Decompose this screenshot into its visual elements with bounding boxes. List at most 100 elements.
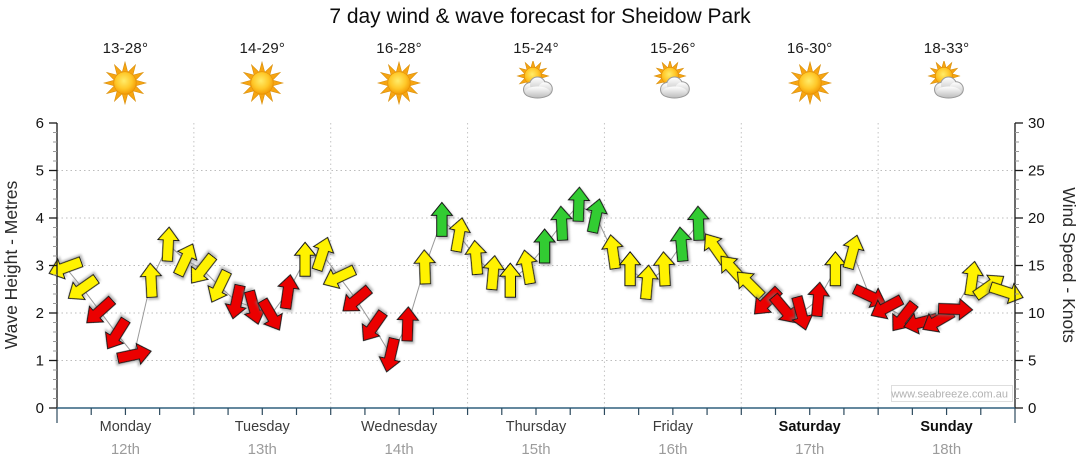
wind-arrow bbox=[190, 252, 218, 284]
wind-arrow bbox=[322, 264, 358, 290]
temp-range-label: 16-28° bbox=[376, 40, 422, 57]
wind-arrow bbox=[961, 260, 985, 297]
wind-arrow bbox=[652, 251, 676, 287]
temp-range-label: 16-30° bbox=[786, 40, 833, 57]
wind-arrow bbox=[396, 306, 420, 342]
day-forecast: 15-24° bbox=[490, 40, 582, 110]
wind-arrow bbox=[67, 273, 100, 301]
day-name-label: Thursday bbox=[506, 419, 567, 435]
day-forecast: 13-28° bbox=[79, 40, 171, 110]
day-date-label: 12th bbox=[111, 441, 140, 458]
day-name-label: Friday bbox=[653, 419, 694, 435]
wind-arrow bbox=[736, 271, 766, 301]
svg-text:1: 1 bbox=[36, 353, 44, 370]
wind-arrow bbox=[549, 205, 574, 241]
wind-arrow bbox=[139, 262, 163, 298]
day-date-label: 15th bbox=[521, 441, 550, 458]
x-axis-day-labels: Monday 12th Tuesday 13th Wednesday 14th Thursd… bbox=[100, 419, 973, 458]
left-axis-title: Wave Height - Metres bbox=[1, 180, 21, 349]
temp-range-label: 15-26° bbox=[650, 40, 696, 57]
svg-text:3: 3 bbox=[36, 258, 44, 275]
day-date-label: 13th bbox=[248, 441, 277, 458]
chart-generated-content: 0 1 2 3 4 5 6 0 5 10 15 20 25 30 Monday 12th Tuesday 13th… bbox=[36, 115, 1045, 458]
day-name-label: Wednesday bbox=[361, 419, 438, 435]
wind-arrow bbox=[567, 186, 591, 222]
wind-arrow bbox=[116, 342, 152, 366]
wind-arrows bbox=[48, 186, 1024, 373]
temp-range-label: 15-24° bbox=[513, 40, 559, 57]
wind-arrow bbox=[413, 249, 437, 285]
day-forecast: 18-33° bbox=[901, 40, 993, 110]
wind-arrow bbox=[156, 226, 180, 262]
svg-text:0: 0 bbox=[1028, 400, 1036, 417]
wind-arrow bbox=[515, 249, 539, 286]
partly-cloudy-icon bbox=[653, 59, 690, 99]
wind-arrow bbox=[104, 316, 131, 350]
svg-text:2: 2 bbox=[36, 305, 44, 322]
wind-arrow bbox=[807, 281, 831, 318]
wind-arrow bbox=[361, 309, 388, 342]
svg-text:10: 10 bbox=[1028, 305, 1045, 322]
wind-arrow bbox=[842, 234, 865, 271]
temp-range-label: 18-33° bbox=[923, 40, 970, 57]
partly-cloudy-icon bbox=[927, 59, 964, 99]
wind-arrow bbox=[870, 294, 905, 320]
partly-cloudy-icon bbox=[516, 59, 553, 99]
wind-arrow bbox=[311, 236, 335, 273]
svg-text:4: 4 bbox=[36, 210, 44, 227]
day-name-label: Tuesday bbox=[235, 419, 291, 435]
wind-arrow bbox=[48, 256, 84, 280]
wind-arrow bbox=[618, 251, 642, 287]
sunny-icon bbox=[787, 60, 832, 106]
right-axis-title: Wind Speed - Knots bbox=[1059, 187, 1079, 343]
wind-arrow bbox=[448, 217, 472, 253]
day-forecast: 16-28° bbox=[353, 40, 445, 110]
sunny-icon bbox=[103, 60, 148, 106]
wind-arrow bbox=[937, 297, 974, 321]
day-forecast: 16-30° bbox=[764, 40, 856, 110]
sunny-icon bbox=[376, 60, 422, 106]
svg-text:30: 30 bbox=[1028, 115, 1045, 132]
svg-text:0: 0 bbox=[36, 400, 44, 417]
day-name-label: Saturday bbox=[779, 419, 841, 435]
wind-arrow bbox=[636, 264, 660, 301]
wind-arrow bbox=[277, 273, 300, 310]
day-forecast: 14-29° bbox=[216, 40, 308, 110]
wind-arrow bbox=[482, 254, 506, 291]
wind-arrow bbox=[293, 241, 317, 277]
day-name-label: Sunday bbox=[920, 419, 972, 435]
wind-arrow bbox=[378, 336, 401, 373]
wind-arrow bbox=[753, 285, 783, 315]
wind-arrow bbox=[686, 205, 710, 241]
wind-arrow bbox=[430, 201, 454, 237]
wind-arrow bbox=[669, 226, 693, 263]
watermark: www.seabreeze.com.au bbox=[890, 389, 1008, 401]
wind-arrow bbox=[533, 228, 557, 264]
svg-text:5: 5 bbox=[36, 163, 44, 180]
wind-arrow bbox=[257, 297, 283, 331]
wind-arrow bbox=[464, 239, 488, 276]
wind-arrow bbox=[172, 243, 198, 278]
axes: 0 1 2 3 4 5 6 0 5 10 15 20 25 30 bbox=[36, 115, 1045, 423]
wind-arrow bbox=[86, 295, 117, 324]
day-date-label: 14th bbox=[385, 441, 414, 458]
wind-arrow bbox=[342, 284, 374, 312]
day-date-label: 16th bbox=[658, 441, 687, 458]
wind-arrow bbox=[498, 262, 522, 298]
day-date-label: 18th bbox=[932, 441, 961, 458]
wind-arrow bbox=[224, 283, 248, 320]
svg-text:15: 15 bbox=[1028, 258, 1045, 275]
wind-arrow bbox=[585, 198, 609, 234]
svg-text:25: 25 bbox=[1028, 163, 1045, 180]
wind-arrow bbox=[823, 251, 847, 287]
svg-text:5: 5 bbox=[1028, 353, 1036, 370]
temp-range-label: 14-29° bbox=[239, 40, 286, 57]
wind-arrow bbox=[601, 234, 624, 270]
sunny-icon bbox=[240, 60, 285, 106]
day-forecast: 15-26° bbox=[627, 40, 719, 110]
temp-range-label: 13-28° bbox=[102, 40, 149, 57]
page-title: 7 day wind & wave forecast for Sheidow P… bbox=[329, 5, 751, 28]
day-date-label: 17th bbox=[795, 441, 824, 458]
